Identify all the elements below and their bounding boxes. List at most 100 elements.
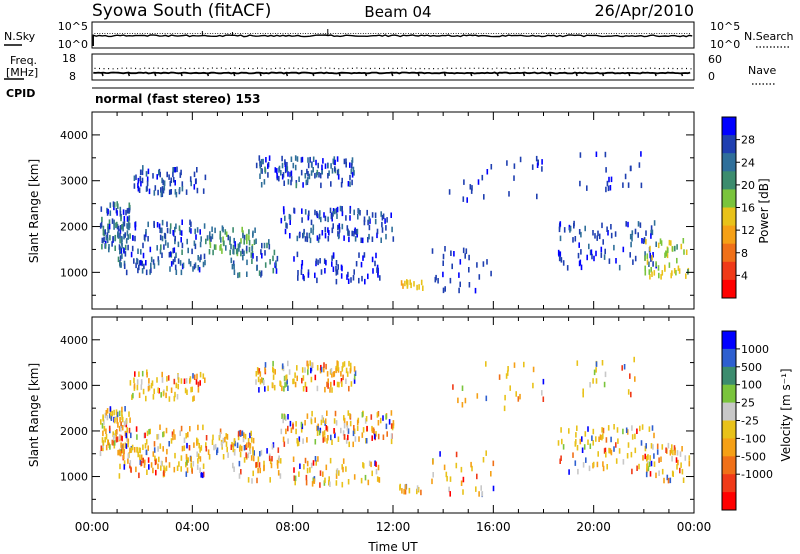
- freq-blip: [285, 72, 289, 77]
- range-time-cell: [163, 465, 165, 471]
- range-time-cell: [187, 431, 189, 438]
- range-time-cell: [661, 468, 664, 475]
- range-time-cell: [271, 444, 274, 450]
- range-time-cell: [327, 435, 329, 441]
- range-time-cell: [121, 414, 123, 421]
- range-time-cell: [194, 228, 196, 235]
- range-time-cell: [640, 440, 643, 446]
- range-time-cell: [320, 182, 322, 189]
- range-time-cell: [404, 484, 406, 490]
- range-time-cell: [302, 231, 305, 238]
- range-time-cell: [461, 402, 464, 408]
- range-time-cell: [202, 471, 205, 478]
- range-time-cell: [523, 361, 525, 368]
- range-time-cell: [303, 228, 305, 235]
- range-time-cell: [197, 424, 199, 431]
- power-scatter-cells: [99, 151, 690, 294]
- range-time-cell: [468, 267, 470, 273]
- range-time-cell: [562, 260, 565, 266]
- range-time-cell: [474, 287, 477, 294]
- range-time-cell: [115, 222, 117, 229]
- range-time-cell: [341, 481, 344, 488]
- range-time-cell: [260, 159, 263, 165]
- range-time-cell: [660, 240, 663, 246]
- range-time-cell: [185, 453, 188, 460]
- range-time-cell: [199, 380, 201, 386]
- range-time-cell: [449, 476, 452, 482]
- range-time-cell: [324, 226, 327, 233]
- range-time-cell: [166, 376, 168, 382]
- range-time-cell: [295, 421, 297, 427]
- range-time-cell: [180, 466, 182, 472]
- range-time-cell: [200, 472, 202, 478]
- range-time-cell: [304, 367, 306, 373]
- range-time-cell: [304, 420, 306, 426]
- range-time-cell: [276, 459, 279, 466]
- range-time-cell: [123, 464, 126, 470]
- range-time-cell: [181, 249, 183, 255]
- range-time-cell: [385, 423, 388, 430]
- range-time-cell: [179, 260, 182, 266]
- range-time-cell: [354, 236, 357, 242]
- range-time-cell: [351, 179, 353, 186]
- range-time-cell: [432, 472, 434, 478]
- colorbar-tick-label: 16: [741, 202, 755, 215]
- range-time-cell: [381, 215, 384, 221]
- range-time-cell: [126, 230, 129, 236]
- range-time-cell: [404, 489, 407, 495]
- range-time-cell: [681, 446, 683, 452]
- range-time-cell: [233, 269, 236, 275]
- range-time-cell: [675, 457, 678, 463]
- range-time-cell: [333, 380, 335, 386]
- range-time-cell: [355, 229, 357, 235]
- range-time-cell: [683, 249, 685, 255]
- range-time-cell: [260, 272, 262, 278]
- range-time-cell: [240, 445, 243, 452]
- range-time-cell: [293, 378, 295, 384]
- range-time-cell: [661, 444, 664, 450]
- range-time-cell: [319, 367, 322, 374]
- range-time-cell: [577, 468, 579, 475]
- range-time-cell: [174, 256, 176, 263]
- range-time-cell: [153, 222, 155, 228]
- range-time-cell: [155, 469, 157, 476]
- range-time-cell: [107, 227, 110, 233]
- range-time-cell: [323, 430, 326, 436]
- range-time-cell: [139, 454, 141, 460]
- range-time-cell: [192, 461, 195, 467]
- range-time-cell: [195, 379, 198, 385]
- range-time-cell: [295, 182, 298, 189]
- range-time-cell: [384, 218, 386, 224]
- range-time-cell: [138, 472, 140, 479]
- x-axis-label: Time UT: [367, 540, 418, 554]
- range-time-cell: [227, 234, 230, 241]
- range-time-cell: [192, 396, 194, 402]
- range-time-cell: [276, 255, 279, 262]
- range-time-cell: [348, 385, 350, 392]
- range-time-cell: [306, 460, 309, 467]
- range-time-cell: [138, 447, 141, 453]
- range-time-cell: [613, 446, 615, 452]
- range-time-cell: [251, 258, 253, 264]
- range-time-cell: [122, 221, 125, 228]
- range-time-cell: [239, 444, 242, 451]
- range-time-cell: [324, 232, 327, 239]
- range-time-cell: [109, 210, 112, 216]
- range-time-cell: [470, 188, 473, 194]
- range-time-cell: [172, 247, 174, 254]
- range-time-cell: [563, 227, 566, 233]
- range-time-cell: [358, 277, 360, 284]
- range-time-cell: [120, 426, 122, 432]
- range-time-cell: [154, 455, 156, 462]
- nsky-tick-top: 10^5: [58, 20, 88, 33]
- range-time-cell: [513, 175, 515, 181]
- cpid-text: normal (fast stereo) 153: [95, 92, 261, 106]
- range-time-cell: [203, 223, 206, 229]
- range-time-cell: [316, 385, 319, 392]
- range-time-cell: [136, 434, 138, 440]
- range-time-cell: [646, 259, 649, 265]
- range-time-cell: [119, 246, 122, 252]
- range-time-cell: [248, 442, 250, 448]
- range-time-cell: [215, 244, 217, 250]
- freq-tick-top: 18: [62, 52, 76, 65]
